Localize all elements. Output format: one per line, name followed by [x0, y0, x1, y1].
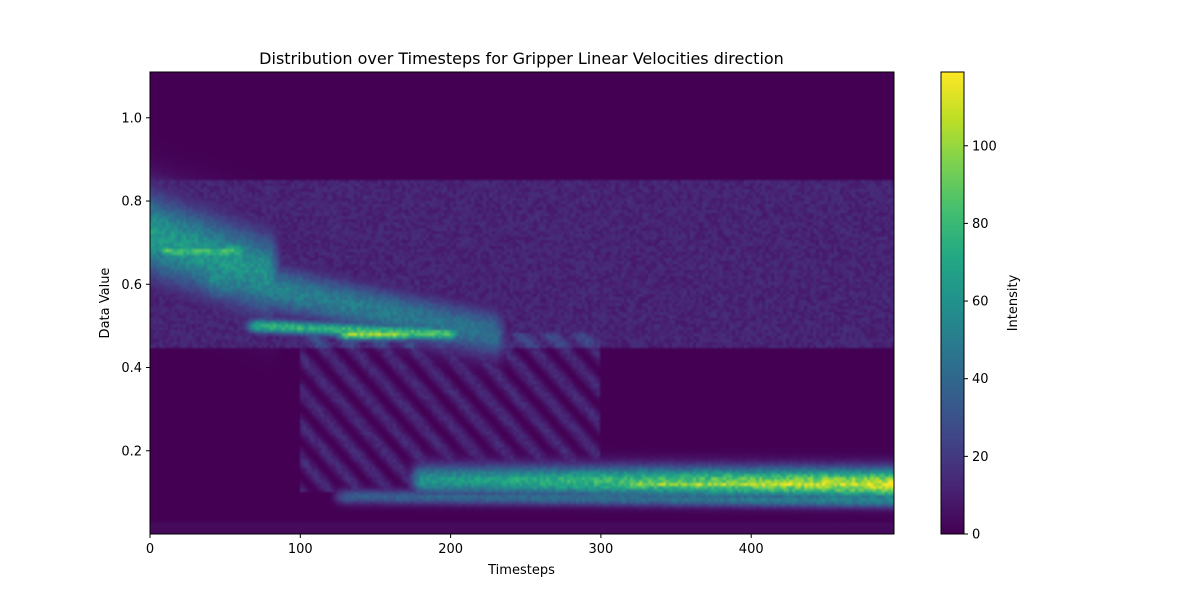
x-tick-label: 100: [288, 542, 313, 557]
x-axis-label: Timesteps: [487, 563, 555, 578]
x-tick-label: 200: [438, 542, 463, 557]
y-tick-label: 1.0: [121, 111, 142, 126]
y-tick-label: 0.2: [121, 444, 142, 459]
colorbar-frame: [940, 71, 965, 535]
heatmap-image: [150, 72, 894, 534]
colorbar-label: Intensity: [1006, 274, 1021, 331]
x-tick-label: 300: [588, 542, 613, 557]
colorbar-tick-label: 20: [972, 450, 989, 465]
y-axis-label: Data Value: [98, 268, 113, 339]
colorbar-tick-label: 80: [972, 217, 989, 232]
colorbar: 0 20 40 60 80 100 Intensity: [940, 71, 1021, 543]
colorbar-tick-label: 100: [972, 139, 997, 154]
colorbar-ticks: 0 20 40 60 80 100: [964, 139, 997, 543]
colorbar-tick-label: 60: [972, 295, 989, 310]
y-tick-label: 0.4: [121, 361, 142, 376]
colorbar-gradient: [941, 72, 964, 534]
y-tick-label: 0.6: [121, 278, 142, 293]
x-axis: 0 100 200 300 400: [146, 534, 764, 557]
y-axis: 0.2 0.4 0.6 0.8 1.0: [121, 111, 150, 459]
chart-title: Distribution over Timesteps for Gripper …: [259, 49, 784, 68]
colorbar-tick-label: 0: [972, 528, 980, 543]
x-tick-label: 0: [146, 542, 154, 557]
colorbar-tick-label: 40: [972, 372, 989, 387]
x-tick-label: 400: [739, 542, 764, 557]
plot-frame: [149, 71, 895, 535]
plot-area: [149, 71, 895, 535]
y-tick-label: 0.8: [121, 195, 142, 210]
